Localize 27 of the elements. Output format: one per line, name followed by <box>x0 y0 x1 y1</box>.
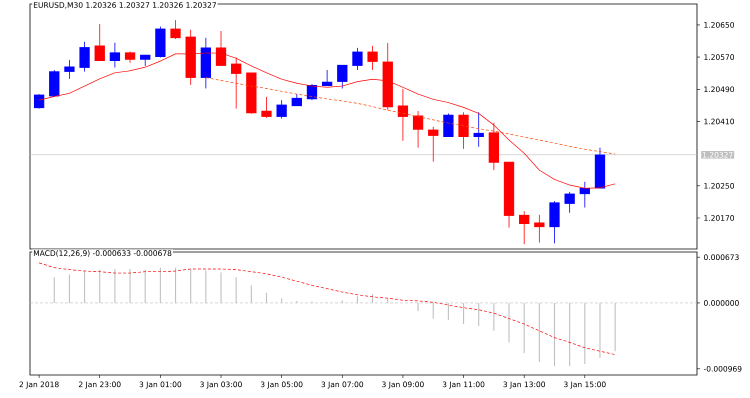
candlestick <box>79 41 90 72</box>
candlestick <box>564 191 575 214</box>
candlestick <box>276 100 287 120</box>
candlestick <box>352 47 363 70</box>
candlestick <box>534 214 544 243</box>
candlestick <box>306 84 318 101</box>
candlestick <box>337 64 348 89</box>
candlestick <box>458 112 469 150</box>
candlestick <box>428 126 438 162</box>
candlestick <box>398 88 408 142</box>
candlestick <box>94 24 105 62</box>
candlestick <box>412 110 424 148</box>
candlestick <box>261 96 272 118</box>
candlestick <box>231 57 242 109</box>
candlestick <box>322 70 332 86</box>
candlestick <box>580 181 590 208</box>
candlestick <box>140 54 150 66</box>
candlestick <box>367 45 378 70</box>
candlestick <box>64 60 75 80</box>
candlestick <box>474 112 484 148</box>
candlestick <box>34 94 44 109</box>
candlestick <box>519 210 530 245</box>
candlestick <box>292 94 302 106</box>
candlestick <box>443 113 454 138</box>
candlestick <box>124 51 136 64</box>
candlestick <box>170 20 181 40</box>
candlestick <box>110 42 120 68</box>
